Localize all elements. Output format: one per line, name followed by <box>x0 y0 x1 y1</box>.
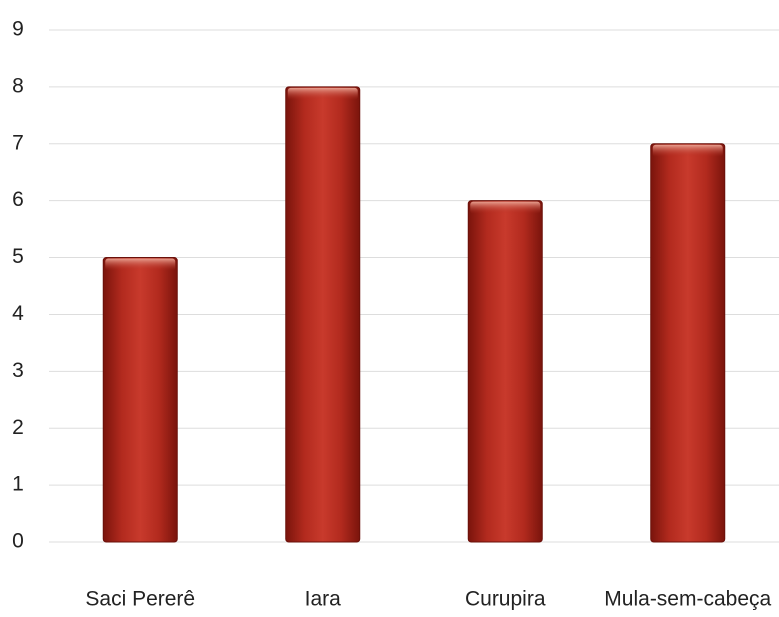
y-tick-label: 5 <box>12 245 24 268</box>
bar <box>650 143 726 543</box>
bar-cap <box>652 144 723 157</box>
y-tick-label: 8 <box>12 74 24 97</box>
y-tick-label: 1 <box>12 473 24 496</box>
y-tick-label: 2 <box>12 416 24 439</box>
y-tick-label: 6 <box>12 188 24 211</box>
y-tick-label: 7 <box>12 131 24 154</box>
bar <box>285 86 361 543</box>
bar <box>467 200 543 543</box>
x-tick-label: Iara <box>305 588 342 611</box>
y-tick-label: 4 <box>12 302 24 325</box>
bar-cap <box>105 258 176 271</box>
x-tick-label: Saci Pererê <box>85 588 195 611</box>
x-tick-label: Curupira <box>465 588 546 611</box>
bar-cap <box>470 201 541 214</box>
y-tick-label: 0 <box>12 530 24 553</box>
bar <box>102 257 178 543</box>
bar-cap <box>287 87 358 100</box>
y-tick-label: 3 <box>12 359 24 382</box>
y-tick-label: 9 <box>12 18 24 41</box>
x-tick-label: Mula-sem-cabeça <box>604 588 771 611</box>
